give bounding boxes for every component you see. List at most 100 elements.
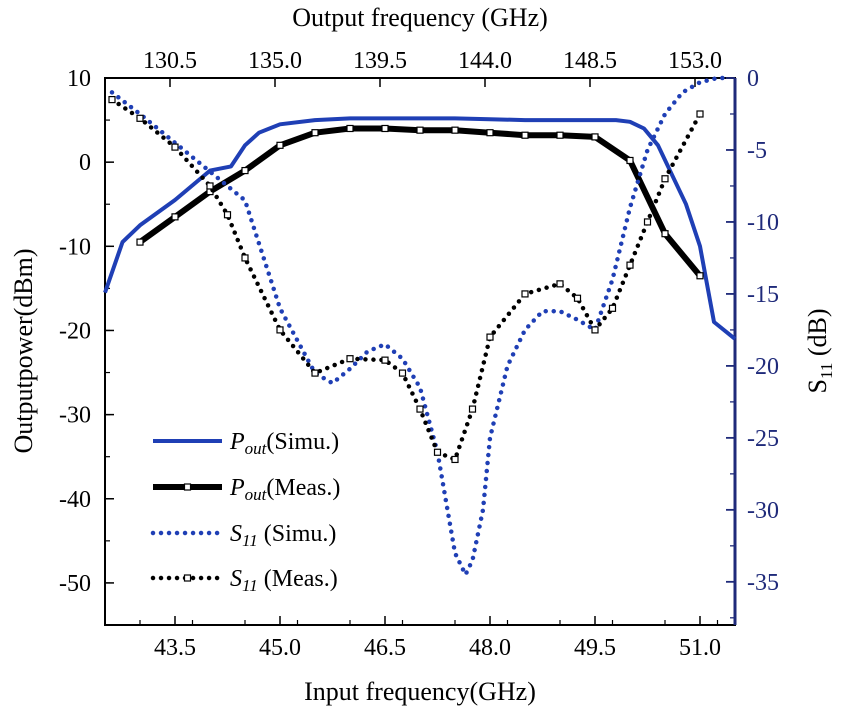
right-tick-label: 0 — [747, 66, 759, 92]
legend-label-s11-simu: S11 (Simu.) — [230, 521, 336, 550]
series-marker-pout-meas — [451, 126, 459, 134]
legend-label-pout-simu-main: P — [229, 429, 245, 455]
right-tick-label: -15 — [747, 282, 779, 308]
left-tick-label: -10 — [59, 234, 91, 260]
legend-label-s11-meas: S11 (Meas.) — [230, 566, 338, 595]
right-tick-label: -35 — [747, 570, 779, 596]
series-line-pout-simu — [103, 116, 737, 341]
series-marker-s11-meas — [276, 326, 284, 334]
bottom-tick-label: 48.0 — [469, 635, 511, 661]
top-tick-label: 139.5 — [353, 48, 407, 74]
bottom-tick-label: 46.5 — [364, 635, 406, 661]
top-axis-title: Output frequency (GHz) — [292, 3, 548, 32]
right-tick-label: -10 — [747, 210, 779, 236]
series-marker-s11-meas — [433, 448, 442, 456]
series-marker-s11-meas — [696, 110, 704, 118]
series-marker-s11-meas — [223, 211, 232, 219]
series-line-s11-meas — [109, 97, 703, 462]
series-marker-s11-meas — [661, 175, 669, 183]
bottom-tick-label: 45.0 — [259, 635, 301, 661]
bottom-tick-label: 43.5 — [154, 635, 196, 661]
series-marker-pout-meas — [591, 133, 599, 141]
series-marker-s11-meas — [591, 326, 599, 334]
right-tick-label: -20 — [747, 354, 779, 380]
series-marker-pout-meas — [311, 129, 319, 137]
series-marker-pout-meas — [276, 141, 284, 149]
series-marker-pout-meas — [241, 166, 249, 175]
series-marker-s11-meas — [416, 405, 424, 413]
series-marker-s11-meas — [468, 405, 477, 413]
series-marker-pout-meas — [696, 272, 704, 280]
series-marker-s11-meas — [521, 290, 529, 298]
series-marker-s11-meas — [608, 304, 617, 312]
legend-label-pout-meas-main: P — [229, 475, 245, 501]
series-marker-s11-meas — [573, 294, 582, 302]
legend-label-pout-simu: Pout(Simu.) — [229, 429, 339, 458]
legend-label-s11-simu-main: S — [230, 521, 242, 547]
series-marker-s11-meas — [171, 143, 179, 151]
series-marker-s11-meas — [346, 355, 354, 363]
series-marker-pout-meas — [171, 213, 179, 221]
series-marker-s11-meas — [241, 254, 249, 262]
legend-label-pout-simu-sub: out — [245, 439, 268, 458]
legend-label-s11-simu-tail: (Simu.) — [258, 521, 337, 547]
legend-label-s11-meas-tail: (Meas.) — [258, 566, 338, 592]
series-marker-s11-meas — [626, 261, 634, 269]
bottom-tick-label: 49.5 — [574, 635, 616, 661]
right-axis-title-main: S — [803, 379, 832, 393]
left-tick-label: -30 — [59, 403, 91, 429]
series-marker-pout-meas — [416, 126, 424, 134]
legend-marker-s11-meas — [183, 574, 192, 582]
series-marker-pout-meas — [521, 131, 529, 139]
plot-area — [104, 77, 736, 626]
series-marker-s11-meas — [311, 369, 319, 377]
legend-label-pout-meas-sub: out — [245, 485, 268, 504]
series-marker-s11-meas — [398, 369, 407, 377]
series-marker-s11-meas — [643, 218, 652, 226]
right-tick-label: -5 — [747, 138, 767, 164]
top-tick-label: 148.5 — [563, 48, 617, 74]
top-tick-label: 135.0 — [248, 48, 302, 74]
top-tick-label: 144.0 — [458, 48, 512, 74]
series-marker-pout-meas — [661, 230, 669, 238]
series-marker-s11-meas — [556, 280, 564, 288]
series-marker-pout-meas — [486, 129, 494, 137]
legend-marker-pout-meas — [183, 483, 192, 491]
left-tick-label: -20 — [59, 318, 91, 344]
axis-ticks: 43.5 45.0 46.5 48.0 49.5 51.0 130.5 135.0 139.5 1… — [59, 48, 779, 661]
left-tick-label: 10 — [67, 66, 91, 92]
series-marker-s11-meas — [451, 455, 459, 464]
legend-label-pout-meas: Pout(Meas.) — [229, 475, 340, 504]
legend-label-pout-meas-tail: (Meas.) — [266, 475, 340, 501]
series-marker-pout-meas — [556, 131, 564, 139]
left-tick-label: 0 — [79, 150, 91, 176]
series-marker-s11-meas — [206, 182, 214, 190]
legend-label-s11-meas-sub: 11 — [242, 576, 258, 595]
legend-label-s11-simu-sub: 11 — [242, 531, 258, 550]
series-marker-s11-meas — [108, 95, 116, 104]
top-tick-label: 130.5 — [143, 48, 197, 74]
left-axis-title: Outputpower(dBm) — [9, 248, 38, 453]
legend-label-pout-simu-tail: (Simu.) — [266, 429, 339, 455]
series-marker-pout-meas — [626, 156, 634, 165]
series-marker-s11-meas — [381, 356, 389, 364]
right-tick-label: -25 — [747, 426, 779, 452]
top-tick-label: 153.0 — [668, 48, 722, 74]
bottom-tick-label: 51.0 — [679, 635, 721, 661]
series-marker-pout-meas — [381, 124, 389, 133]
series-line-pout-meas — [138, 125, 703, 278]
right-tick-label: -30 — [747, 498, 779, 524]
legend: Pout(Simu.) Pout(Meas.) S11 (Simu.) S11 … — [150, 429, 340, 595]
series-marker-s11-meas — [486, 333, 494, 341]
series-line-s11-simu — [109, 75, 731, 577]
bottom-axis-title: Input frequency(GHz) — [304, 677, 536, 706]
left-tick-label: -40 — [59, 487, 91, 513]
right-axis-title-sub: 11 — [817, 363, 836, 379]
series-marker-pout-meas — [346, 124, 354, 133]
right-axis-title-unit: (dB) — [803, 308, 832, 362]
right-axis-title: S11 (dB) — [803, 308, 836, 393]
series-marker-pout-meas — [136, 238, 144, 246]
series-layer — [103, 75, 737, 577]
left-tick-label: -50 — [59, 571, 91, 597]
